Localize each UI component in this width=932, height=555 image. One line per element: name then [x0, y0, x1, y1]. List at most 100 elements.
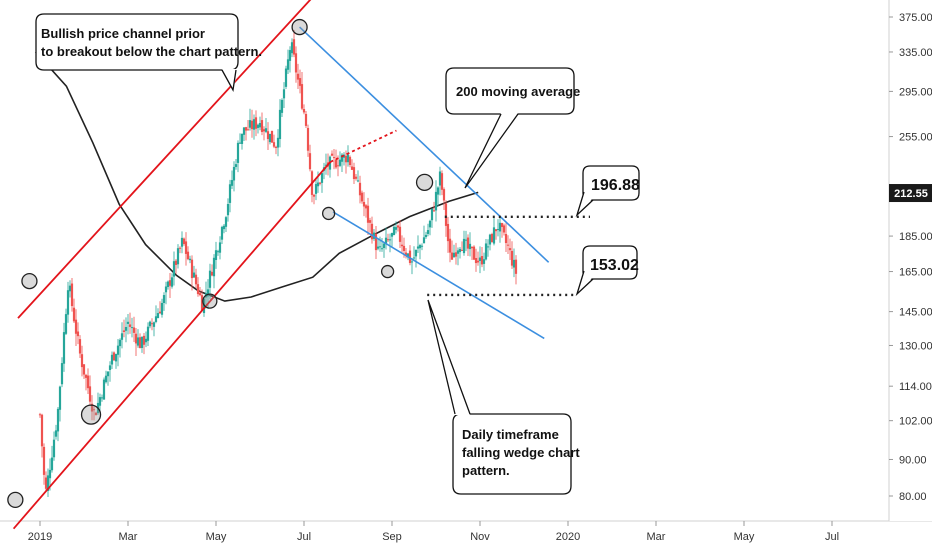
candle-body [48, 469, 52, 479]
candle-body [178, 247, 182, 249]
candle-body [148, 321, 152, 327]
candle-body [98, 397, 102, 406]
candle-body [320, 173, 324, 183]
y-tick-label: 90.00 [899, 454, 927, 466]
candle-body [456, 250, 460, 254]
candle-body [438, 171, 442, 186]
candle-body [470, 246, 474, 249]
candle-body [418, 245, 422, 249]
candle-body [258, 123, 262, 128]
candle-body [484, 243, 488, 260]
candle-body [478, 257, 482, 261]
candle-body [212, 257, 216, 277]
candle-body [464, 239, 468, 241]
candle-body [502, 225, 506, 233]
touch-point-circle [21, 272, 38, 290]
candle-body [400, 244, 404, 247]
candle-body [174, 260, 178, 265]
ma-callout-text: 200 moving average [456, 84, 580, 99]
candle-body [152, 322, 156, 327]
candle-body [366, 205, 370, 223]
y-tick-label: 130.00 [899, 340, 932, 352]
candle-body [496, 228, 500, 230]
candle-body [146, 326, 150, 341]
candle-body [488, 234, 492, 245]
candle-body [368, 220, 372, 223]
candle-body [132, 327, 136, 333]
candle-body [398, 226, 402, 242]
candle-body [294, 53, 298, 73]
y-tick-label: 375.00 [899, 12, 932, 24]
candle-body [350, 166, 354, 170]
candle-body [344, 155, 348, 163]
resistance-callout-label: 196.88 [591, 177, 640, 194]
candle-body [330, 153, 334, 156]
channel-callout-line-1: Bullish price channel prior [41, 26, 205, 41]
candle-body [414, 249, 418, 257]
candle-body [264, 128, 268, 132]
candle-body [168, 280, 172, 286]
x-tick-label: Nov [470, 531, 490, 543]
candle-body [500, 223, 504, 227]
x-tick-label: 2020 [556, 531, 580, 543]
wedge-callout: Daily timeframe falling wedge chart patt… [427, 299, 580, 495]
candle-body [50, 457, 54, 471]
candle-body [180, 237, 184, 247]
y-tick-label: 335.00 [899, 47, 932, 59]
candle-body [298, 78, 302, 86]
candle-body [54, 430, 58, 437]
candle-body [40, 414, 44, 447]
candle-body [120, 333, 124, 340]
candle-body [252, 119, 256, 130]
x-tick-label: Mar [647, 531, 666, 543]
candle-body [362, 201, 366, 207]
candle-body [378, 246, 382, 248]
candle-body [386, 239, 390, 241]
candle-body [74, 319, 78, 334]
y-tick-label: 185.00 [899, 231, 932, 243]
candle-body [452, 252, 456, 258]
candle-body [192, 272, 196, 278]
candle-body [276, 137, 280, 148]
candle-body [122, 330, 126, 333]
candle-body [446, 223, 450, 242]
candle-body [302, 109, 306, 113]
y-tick-label: 165.00 [899, 267, 932, 279]
candle-body [72, 307, 76, 322]
candle-body [260, 120, 264, 132]
x-tick-label: May [734, 531, 755, 543]
candle-body [410, 261, 414, 263]
candle-body [108, 365, 112, 370]
channel-lower-line [12, 161, 332, 530]
candle-body [514, 259, 518, 274]
candle-body [426, 230, 430, 234]
candle-body [154, 316, 158, 322]
candle-body [424, 234, 428, 238]
x-tick-label: May [206, 531, 227, 543]
candle-body [176, 248, 180, 265]
candle-body [442, 189, 446, 201]
candle-body [62, 332, 66, 364]
y-tick-label: 114.00 [899, 381, 932, 393]
candle-body [482, 259, 486, 264]
support-callout: 153.02 [575, 245, 639, 297]
candle-body [244, 127, 248, 131]
candle-body [312, 194, 316, 197]
y-tick-label: 295.00 [899, 86, 932, 98]
candle-body [124, 326, 128, 331]
candle-body [284, 68, 288, 87]
candle-body [86, 375, 90, 389]
y-tick-label: 80.00 [899, 491, 927, 503]
candle-body [118, 339, 122, 347]
y-tick-label: 102.00 [899, 416, 932, 428]
candle-body [492, 227, 496, 244]
candle-body [272, 142, 276, 147]
candle-body [64, 314, 68, 334]
candle-body [236, 142, 240, 163]
candle-body [94, 412, 98, 416]
touch-point-circle [202, 293, 218, 309]
candle-body [200, 295, 204, 311]
touch-point-circle [380, 264, 395, 279]
